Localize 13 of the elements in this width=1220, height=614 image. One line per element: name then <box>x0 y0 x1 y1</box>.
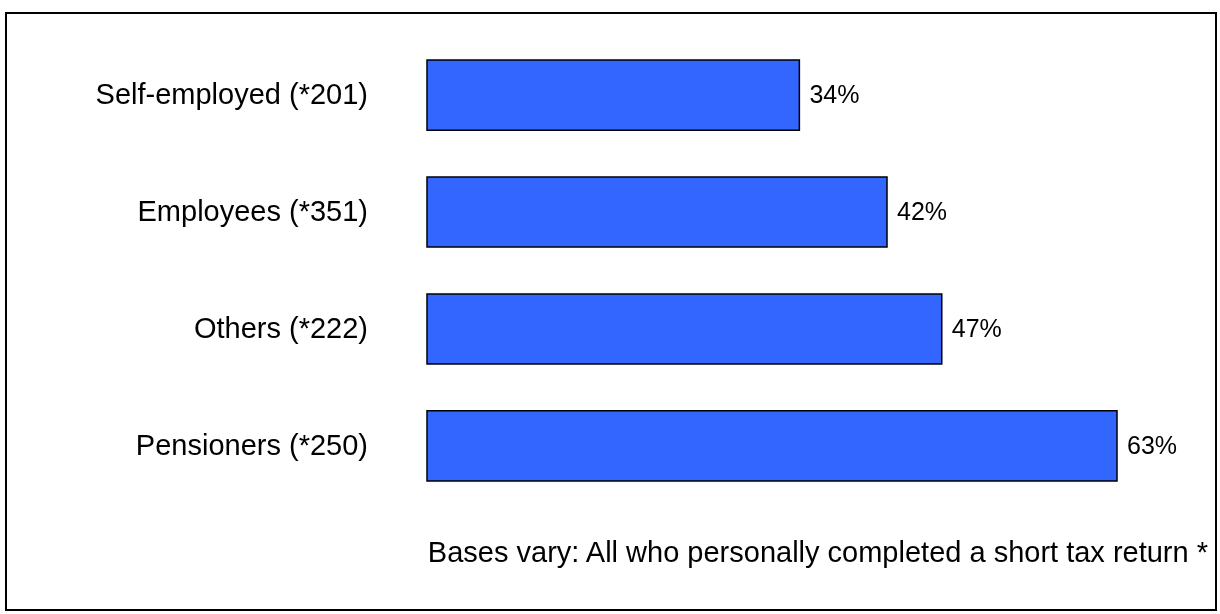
bar <box>426 293 943 365</box>
data-label: 34% <box>809 80 860 109</box>
data-label: 63% <box>1127 430 1178 459</box>
bar <box>426 59 801 131</box>
data-label: 42% <box>897 197 948 226</box>
y-tick-label: Employees (*351) <box>137 195 368 228</box>
text: Bases vary: All who personally completed a short tax return * <box>427 536 1208 568</box>
y-tick-label: Others (*222) <box>193 311 368 344</box>
y-tick-label: Pensioners (*250) <box>135 428 368 461</box>
bar <box>426 176 888 248</box>
data-label: 47% <box>951 313 1002 342</box>
y-tick-label: Self-employed (*201) <box>95 78 368 111</box>
bar <box>426 410 1118 482</box>
